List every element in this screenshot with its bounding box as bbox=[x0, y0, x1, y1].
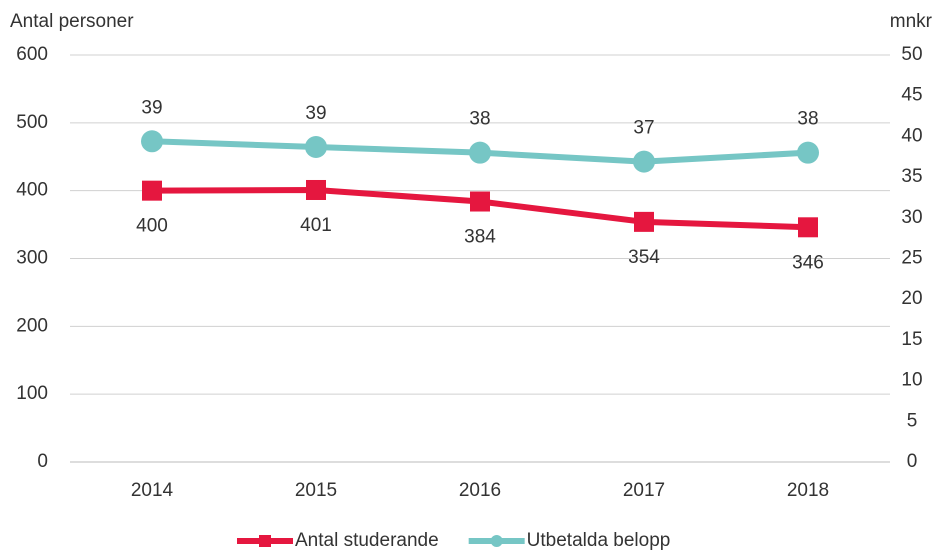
data-label: 38 bbox=[797, 109, 818, 130]
x-tick-label: 2016 bbox=[459, 480, 501, 501]
y2-tick-label: 20 bbox=[901, 288, 922, 309]
y2-tick-label: 25 bbox=[901, 248, 922, 269]
data-point bbox=[142, 180, 162, 201]
x-tick-label: 2014 bbox=[131, 480, 174, 501]
y-tick-label: 400 bbox=[16, 180, 48, 201]
y2-tick-label: 40 bbox=[901, 125, 922, 146]
data-label: 39 bbox=[305, 103, 326, 124]
data-point bbox=[633, 150, 655, 173]
x-tick-label: 2017 bbox=[623, 480, 665, 501]
y2-tick-label: 35 bbox=[901, 166, 922, 187]
data-label: 354 bbox=[628, 247, 660, 268]
y2-tick-label: 15 bbox=[901, 329, 922, 350]
y2-tick-label: 5 bbox=[907, 410, 918, 431]
legend-label: Antal studerande bbox=[295, 530, 439, 551]
x-tick-label: 2018 bbox=[787, 480, 829, 501]
y2-tick-label: 50 bbox=[901, 44, 922, 65]
y-tick-label: 0 bbox=[37, 451, 48, 472]
y-tick-label: 100 bbox=[16, 383, 48, 404]
data-point bbox=[470, 191, 490, 212]
data-label: 346 bbox=[792, 252, 824, 273]
x-tick-label: 2015 bbox=[295, 480, 337, 501]
y-tick-label: 300 bbox=[16, 248, 48, 269]
data-label: 39 bbox=[141, 97, 162, 118]
data-label: 37 bbox=[633, 118, 654, 139]
legend-label: Utbetalda belopp bbox=[527, 530, 671, 551]
y2-tick-label: 30 bbox=[901, 207, 922, 228]
legend-marker bbox=[490, 535, 503, 547]
legend-marker bbox=[259, 535, 271, 547]
data-point bbox=[798, 217, 818, 238]
data-point bbox=[141, 130, 163, 153]
data-label: 401 bbox=[300, 215, 332, 236]
y-tick-label: 200 bbox=[16, 315, 48, 336]
data-label: 38 bbox=[469, 109, 490, 130]
y-tick-label: 600 bbox=[16, 44, 48, 65]
data-point bbox=[797, 141, 819, 164]
y2-tick-label: 45 bbox=[901, 85, 922, 106]
y2-tick-label: 0 bbox=[907, 451, 918, 472]
y-axis-title: Antal personer bbox=[10, 11, 134, 32]
y2-tick-label: 10 bbox=[901, 370, 922, 391]
data-point bbox=[306, 179, 326, 200]
y2-axis-title: mnkr bbox=[890, 11, 933, 32]
data-point bbox=[305, 135, 327, 158]
data-point bbox=[469, 141, 491, 164]
y-tick-label: 500 bbox=[16, 112, 48, 133]
data-label: 384 bbox=[464, 227, 496, 248]
data-label: 400 bbox=[136, 216, 168, 237]
data-point bbox=[634, 211, 654, 232]
